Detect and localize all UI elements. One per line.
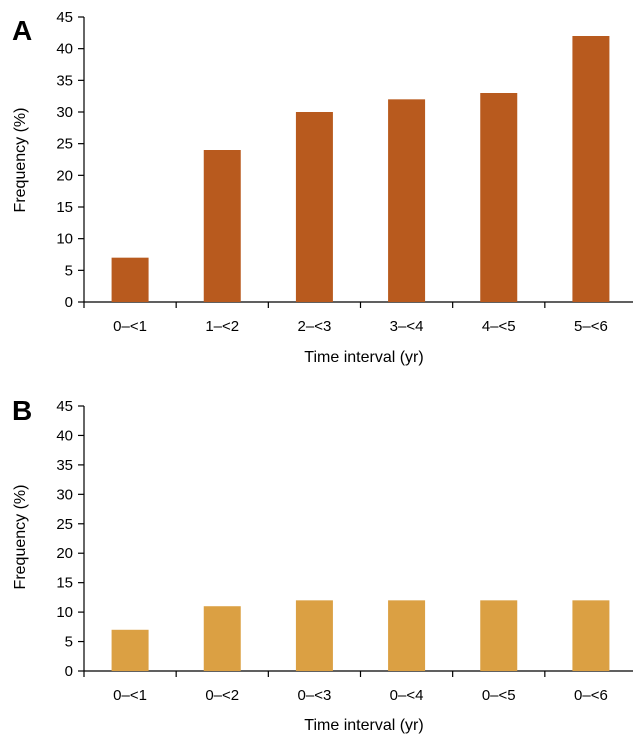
y-tick-label-b: 15 [56,575,73,592]
x-tick-label-b: 0–<4 [390,687,424,704]
y-tick-label-a: 30 [56,104,73,121]
x-axis-title-b: Time interval (yr) [304,717,423,734]
x-tick-label-a: 3–<4 [390,318,424,335]
bar-b-4 [480,600,518,671]
x-tick-label-a: 5–<6 [574,318,608,335]
y-axis-title-b: Frequency (%) [12,485,29,590]
bar-a-4 [480,93,518,302]
y-tick-label-a: 0 [65,294,73,311]
x-tick-label-a: 2–<3 [298,318,332,335]
x-tick-label-b: 0–<6 [574,687,608,704]
x-tick-label-b: 0–<3 [298,687,332,704]
x-tick-label-a: 0–<1 [113,318,147,335]
y-tick-label-b: 40 [56,427,73,444]
y-tick-label-b: 20 [56,545,73,562]
bar-a-2 [295,112,333,302]
x-tick-label-a: 4–<5 [482,318,516,335]
plot-area-b: 0 5 10 15 20 25 30 35 40 45 0–<1 0–<2 0–<3 0–<4 0–<5 0–… [56,398,633,704]
x-tick-label-b: 0–<5 [482,687,516,704]
bar-b-3 [388,600,426,671]
y-tick-label-a: 40 [56,41,73,58]
y-tick-label-b: 5 [65,634,73,651]
bar-b-5 [572,600,610,671]
y-tick-label-b: 30 [56,486,73,503]
x-tick-label-b: 0–<2 [205,687,239,704]
x-axis-title-a: Time interval (yr) [304,349,423,366]
plot-area-a: 0 5 10 15 20 25 30 35 40 45 0–<1 1–<2 2–<3 3–<4 4–<5 5–… [56,9,633,335]
x-tick-label-a: 1–<2 [205,318,239,335]
bar-a-1 [203,150,241,302]
y-tick-label-b: 0 [65,663,73,680]
y-tick-label-a: 25 [56,136,73,153]
y-tick-label-a: 45 [56,9,73,26]
bar-b-1 [203,606,241,671]
y-tick-label-a: 15 [56,199,73,216]
y-tick-label-b: 45 [56,398,73,415]
panel-letter-b: B [12,395,32,426]
x-tick-label-b: 0–<1 [113,687,147,704]
bar-a-5 [572,36,610,302]
y-tick-label-b: 35 [56,457,73,474]
y-tick-label-a: 20 [56,167,73,184]
panel-a: A Frequency (%) Time interval (yr) 0 5 10 1… [12,9,633,366]
bar-b-2 [295,600,333,671]
panel-b: B Frequency (%) Time interval (yr) 0 5 10 1… [12,395,633,734]
y-tick-label-a: 35 [56,72,73,89]
bar-b-0 [111,629,149,671]
y-tick-label-b: 25 [56,516,73,533]
y-tick-label-a: 5 [65,262,73,279]
y-tick-label-a: 10 [56,231,73,248]
y-tick-label-b: 10 [56,604,73,621]
panel-letter-a: A [12,15,32,46]
bar-a-0 [111,257,149,302]
bar-a-3 [388,99,426,302]
y-axis-title-a: Frequency (%) [12,108,29,213]
